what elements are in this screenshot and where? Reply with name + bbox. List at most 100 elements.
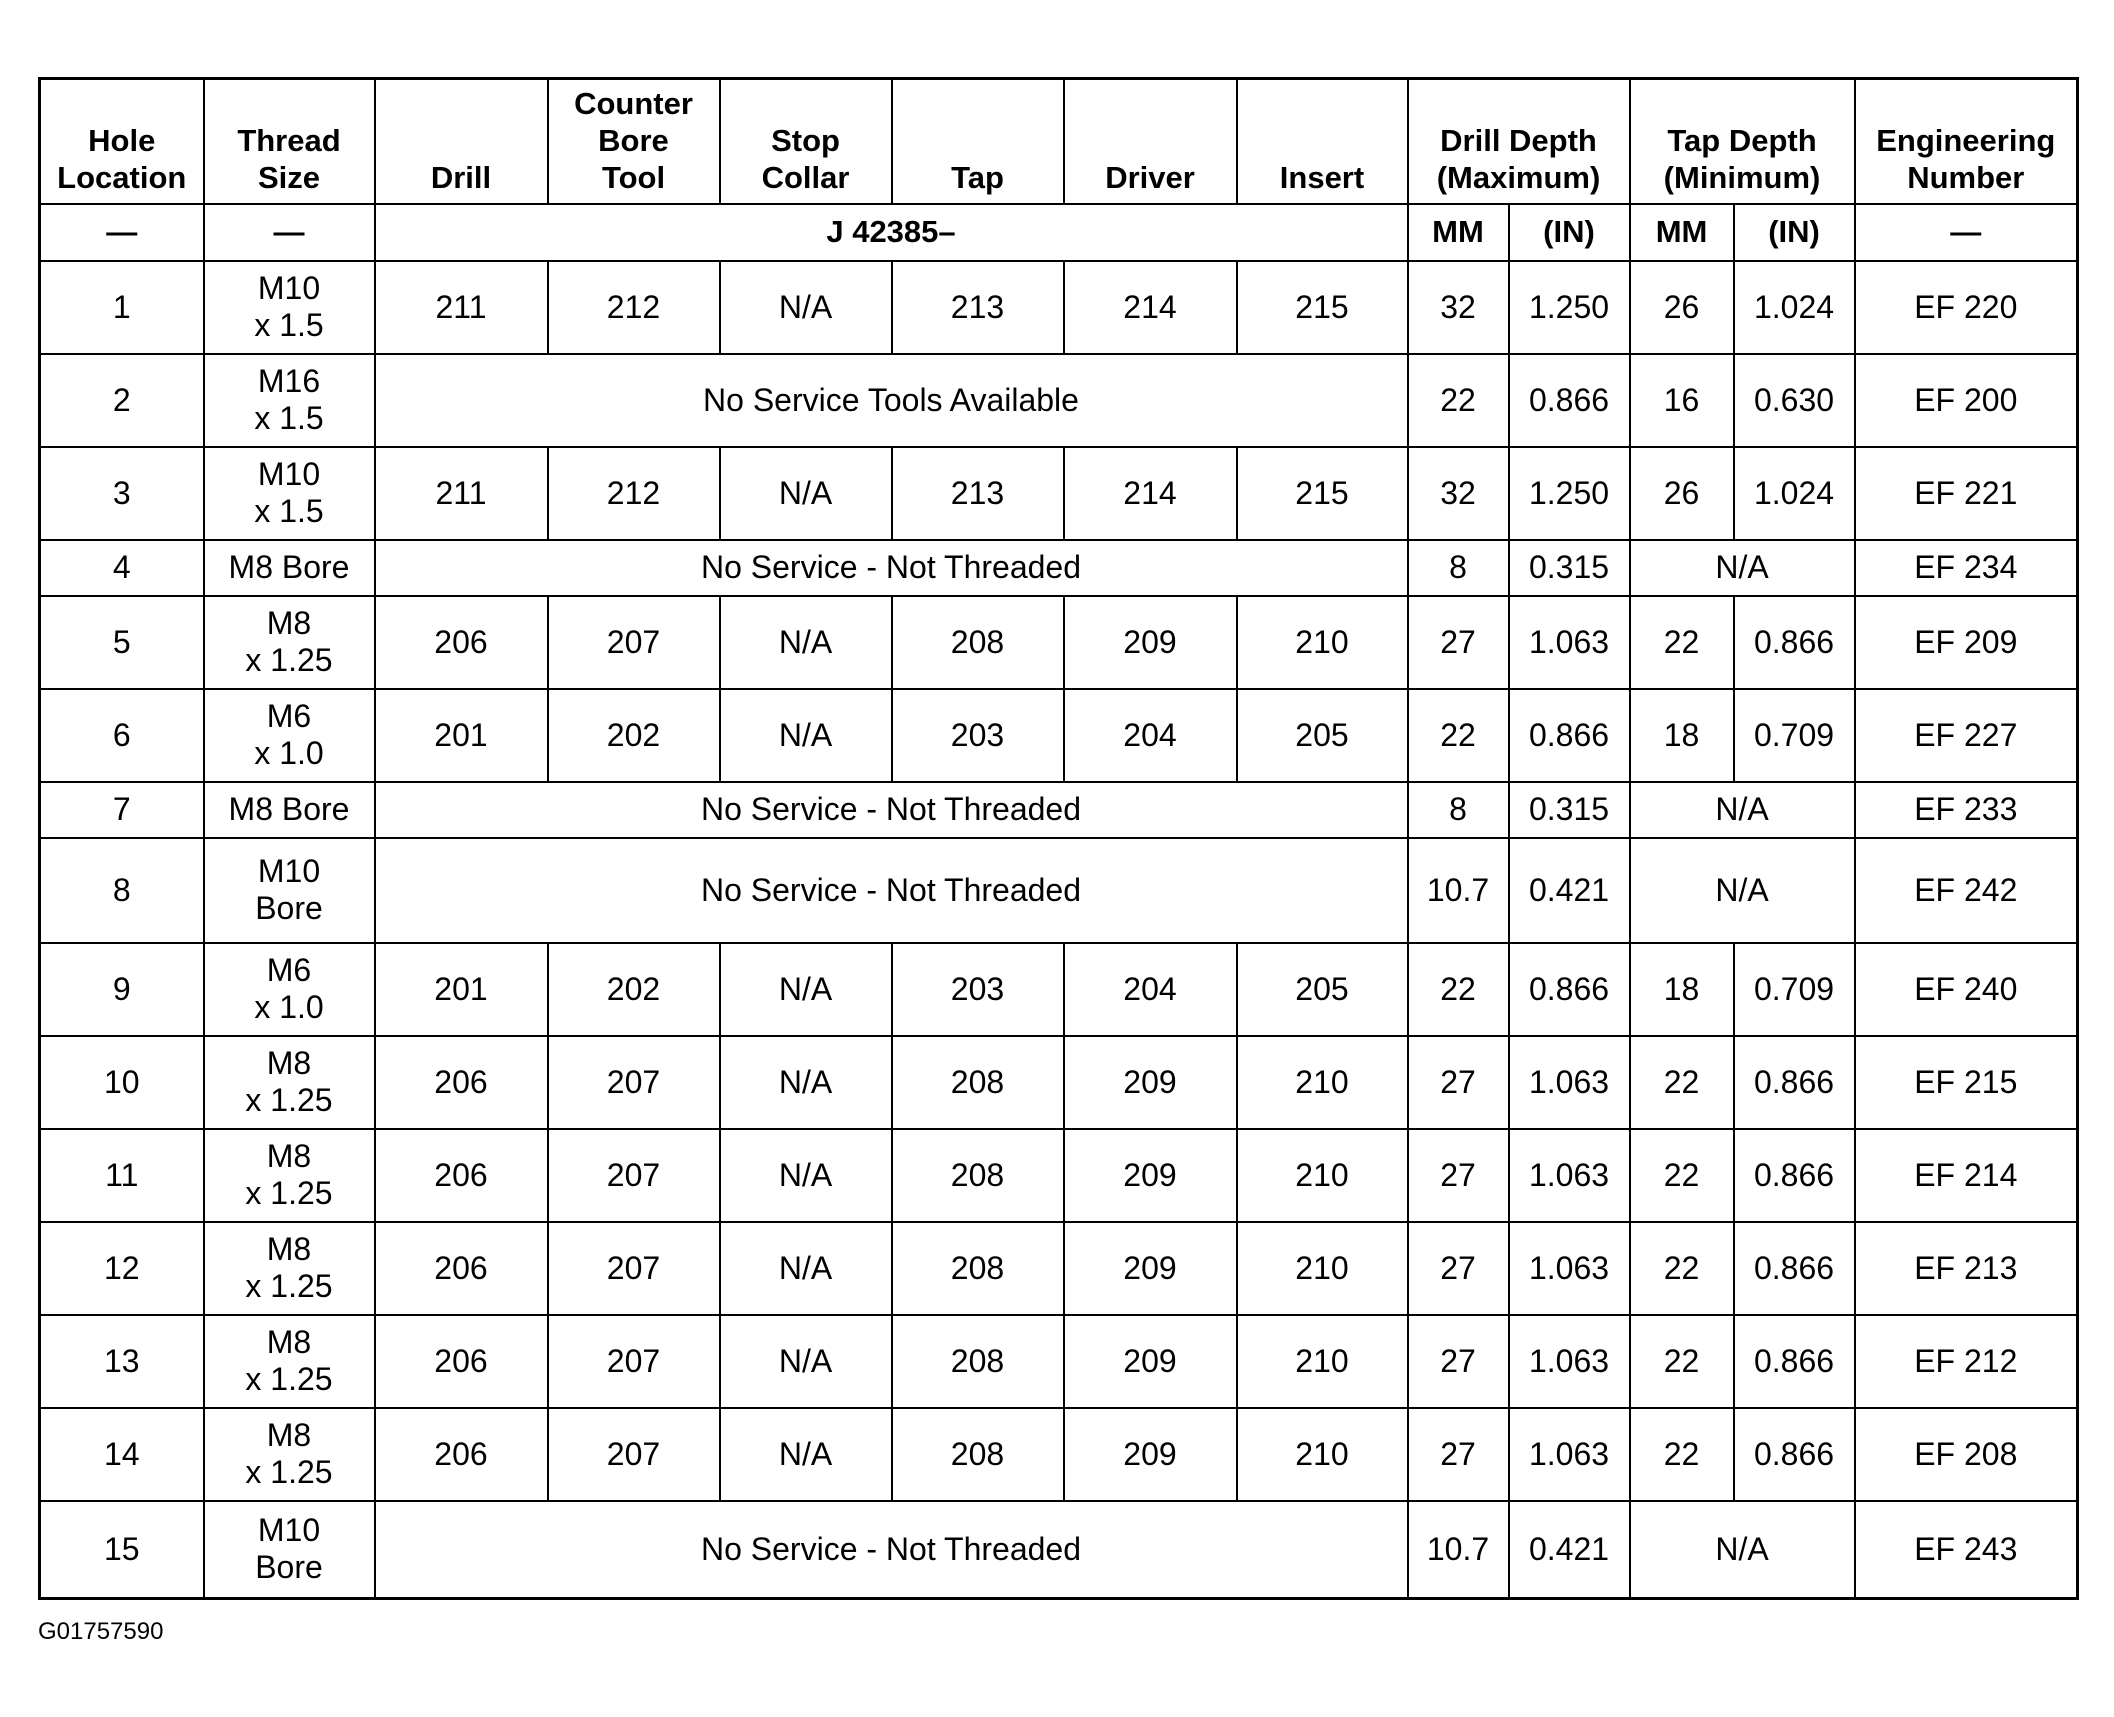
cell: 211	[373, 259, 549, 355]
table-row: 14 M8 x 1.25 206 207 N/A 208 209 210 27 1.063 22 0.…	[38, 1406, 2079, 1502]
subheader-row: — — J 42385– MM (IN) MM (IN) —	[38, 202, 2079, 262]
cell: 27	[1406, 1034, 1510, 1130]
column-header: Insert	[1235, 77, 1409, 205]
cell: N/A	[718, 594, 893, 690]
cell: 206	[373, 1220, 549, 1316]
cell: 5	[38, 594, 205, 690]
cell: 206	[373, 1127, 549, 1223]
column-header: Stop Collar	[718, 77, 893, 205]
cell: N/A	[718, 941, 893, 1037]
cell: 12	[38, 1220, 205, 1316]
cell: 0.315	[1507, 538, 1631, 597]
cell: 215	[1235, 259, 1409, 355]
cell: 27	[1406, 1406, 1510, 1502]
cell: 8	[1406, 780, 1510, 839]
cell: 207	[546, 1034, 721, 1130]
table-row: 2 M16 x 1.5 No Service Tools Available 22 0.…	[38, 352, 2079, 448]
subheader-cell: (IN)	[1732, 202, 1856, 262]
cell: 0.709	[1732, 941, 1856, 1037]
cell: N/A	[1628, 836, 1856, 944]
note-cell: No Service Tools Available	[373, 352, 1409, 448]
cell: M8 x 1.25	[202, 1034, 376, 1130]
table-row: 5 M8 x 1.25 206 207 N/A 208 209 210 27 1.063 22 0.8…	[38, 594, 2079, 690]
cell: 212	[546, 445, 721, 541]
cell: 202	[546, 941, 721, 1037]
cell: EF 220	[1853, 259, 2079, 355]
cell: 11	[38, 1127, 205, 1223]
cell: 210	[1235, 1220, 1409, 1316]
table-row: 10 M8 x 1.25 206 207 N/A 208 209 210 27 1.063 22 0.…	[38, 1034, 2079, 1130]
cell: 0.866	[1732, 1313, 1856, 1409]
cell: 208	[890, 1034, 1065, 1130]
cell: 1.063	[1507, 1220, 1631, 1316]
cell: 210	[1235, 1127, 1409, 1223]
cell: 206	[373, 1406, 549, 1502]
cell: 209	[1062, 1313, 1238, 1409]
cell: M6 x 1.0	[202, 941, 376, 1037]
cell: N/A	[718, 1313, 893, 1409]
cell: EF 213	[1853, 1220, 2079, 1316]
table-row: 1 M10 x 1.5 211 212 N/A 213 214 215 32 1.250 26 1.0…	[38, 259, 2079, 355]
cell: EF 233	[1853, 780, 2079, 839]
column-header: Tap	[890, 77, 1065, 205]
column-header: Counter Bore Tool	[546, 77, 721, 205]
cell: 22	[1628, 1406, 1735, 1502]
cell: 0.315	[1507, 780, 1631, 839]
cell: N/A	[718, 445, 893, 541]
column-header: Drill Depth (Maximum)	[1406, 77, 1631, 205]
cell: 208	[890, 1313, 1065, 1409]
column-header: Hole Location	[38, 77, 205, 205]
cell: M10 x 1.5	[202, 445, 376, 541]
cell: 27	[1406, 1127, 1510, 1223]
cell: 1.063	[1507, 1127, 1631, 1223]
cell: 1.024	[1732, 445, 1856, 541]
cell: EF 200	[1853, 352, 2079, 448]
cell: M8 x 1.25	[202, 1313, 376, 1409]
subheader-cell: MM	[1406, 202, 1510, 262]
header-row: Hole Location Thread Size Drill Counter Bor…	[38, 77, 2079, 205]
cell: EF 212	[1853, 1313, 2079, 1409]
cell: 211	[373, 445, 549, 541]
subheader-cell: MM	[1628, 202, 1735, 262]
cell: 207	[546, 1313, 721, 1409]
cell: 204	[1062, 687, 1238, 783]
cell: N/A	[718, 1406, 893, 1502]
table-body: Hole Location Thread Size Drill Counter Bor…	[38, 77, 2079, 1600]
cell: 0.866	[1732, 1406, 1856, 1502]
cell: M8 Bore	[202, 780, 376, 839]
cell: 1.250	[1507, 445, 1631, 541]
table-row: 3 M10 x 1.5 211 212 N/A 213 214 215 32 1.250 26 1.0…	[38, 445, 2079, 541]
column-header: Driver	[1062, 77, 1238, 205]
cell: 8	[38, 836, 205, 944]
table-row: 15 M10 Bore No Service - Not Threaded 10.7 0…	[38, 1499, 2079, 1600]
table-row: 11 M8 x 1.25 206 207 N/A 208 209 210 27 1.063 22 0.…	[38, 1127, 2079, 1223]
cell: EF 227	[1853, 687, 2079, 783]
cell: 212	[546, 259, 721, 355]
cell: 27	[1406, 594, 1510, 690]
cell: 1.063	[1507, 1313, 1631, 1409]
figure-id: G01757590	[38, 1618, 164, 1645]
cell: 8	[1406, 538, 1510, 597]
subheader-cell: —	[1853, 202, 2079, 262]
cell: 22	[1406, 941, 1510, 1037]
cell: EF 209	[1853, 594, 2079, 690]
table-row: 7 M8 Bore No Service - Not Threaded 8 0.315 N…	[38, 780, 2079, 839]
cell: M6 x 1.0	[202, 687, 376, 783]
cell: 32	[1406, 259, 1510, 355]
cell: 210	[1235, 1406, 1409, 1502]
cell: 205	[1235, 941, 1409, 1037]
cell: 213	[890, 445, 1065, 541]
cell: 22	[1628, 1313, 1735, 1409]
cell: 16	[1628, 352, 1735, 448]
cell: 0.866	[1507, 352, 1631, 448]
cell: 10.7	[1406, 836, 1510, 944]
cell: 208	[890, 1406, 1065, 1502]
cell: 0.709	[1732, 687, 1856, 783]
subheader-cell: (IN)	[1507, 202, 1631, 262]
cell: 10	[38, 1034, 205, 1130]
cell: 209	[1062, 594, 1238, 690]
table-row: 6 M6 x 1.0 201 202 N/A 203 204 205 22 0.866 18 0.70…	[38, 687, 2079, 783]
note-cell: No Service - Not Threaded	[373, 780, 1409, 839]
cell: 207	[546, 1406, 721, 1502]
cell: 203	[890, 941, 1065, 1037]
